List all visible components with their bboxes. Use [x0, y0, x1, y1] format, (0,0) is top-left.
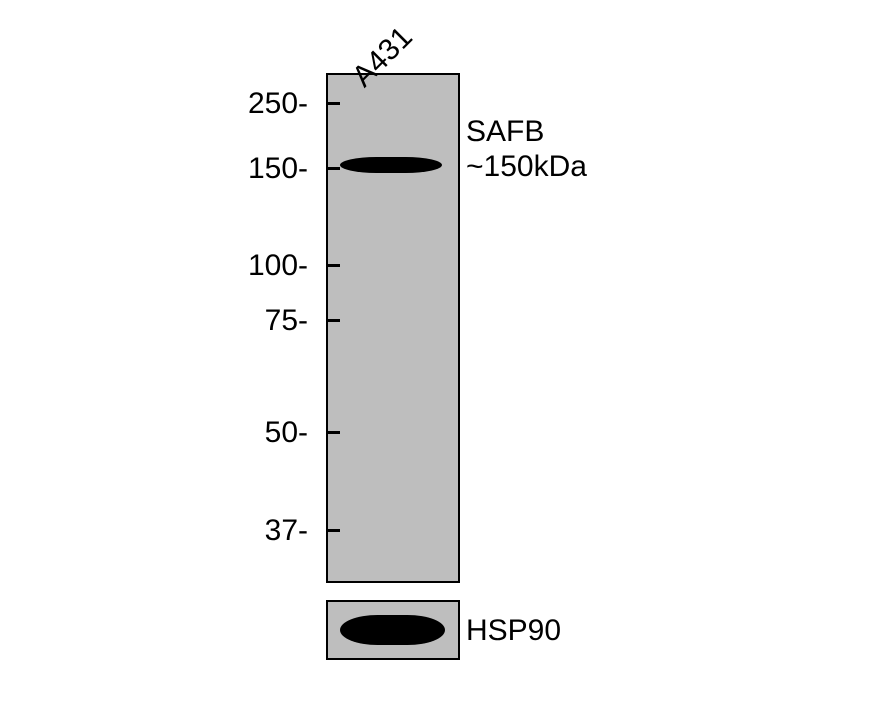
- mw-marker-label: 150-: [0, 152, 308, 186]
- mw-marker-tick: [326, 529, 340, 532]
- annotation-text: ~150kDa: [466, 150, 587, 184]
- mw-marker-label: 75-: [0, 304, 308, 338]
- gel-lane-main: [326, 73, 460, 583]
- western-blot-figure: A431 250-150-100-75-50-37- SAFB~150kDaHS…: [0, 0, 888, 711]
- mw-marker-tick: [326, 102, 340, 105]
- mw-marker-tick: [326, 431, 340, 434]
- hsp90-band: [340, 615, 445, 645]
- mw-marker-label: 50-: [0, 416, 308, 450]
- mw-marker-label: 100-: [0, 249, 308, 283]
- mw-marker-tick: [326, 167, 340, 170]
- mw-marker-tick: [326, 264, 340, 267]
- mw-marker-label: 250-: [0, 87, 308, 121]
- annotation-text: HSP90: [466, 614, 561, 648]
- safb-band: [340, 157, 442, 173]
- annotation-text: SAFB: [466, 115, 544, 149]
- mw-marker-label: 37-: [0, 514, 308, 548]
- mw-marker-tick: [326, 319, 340, 322]
